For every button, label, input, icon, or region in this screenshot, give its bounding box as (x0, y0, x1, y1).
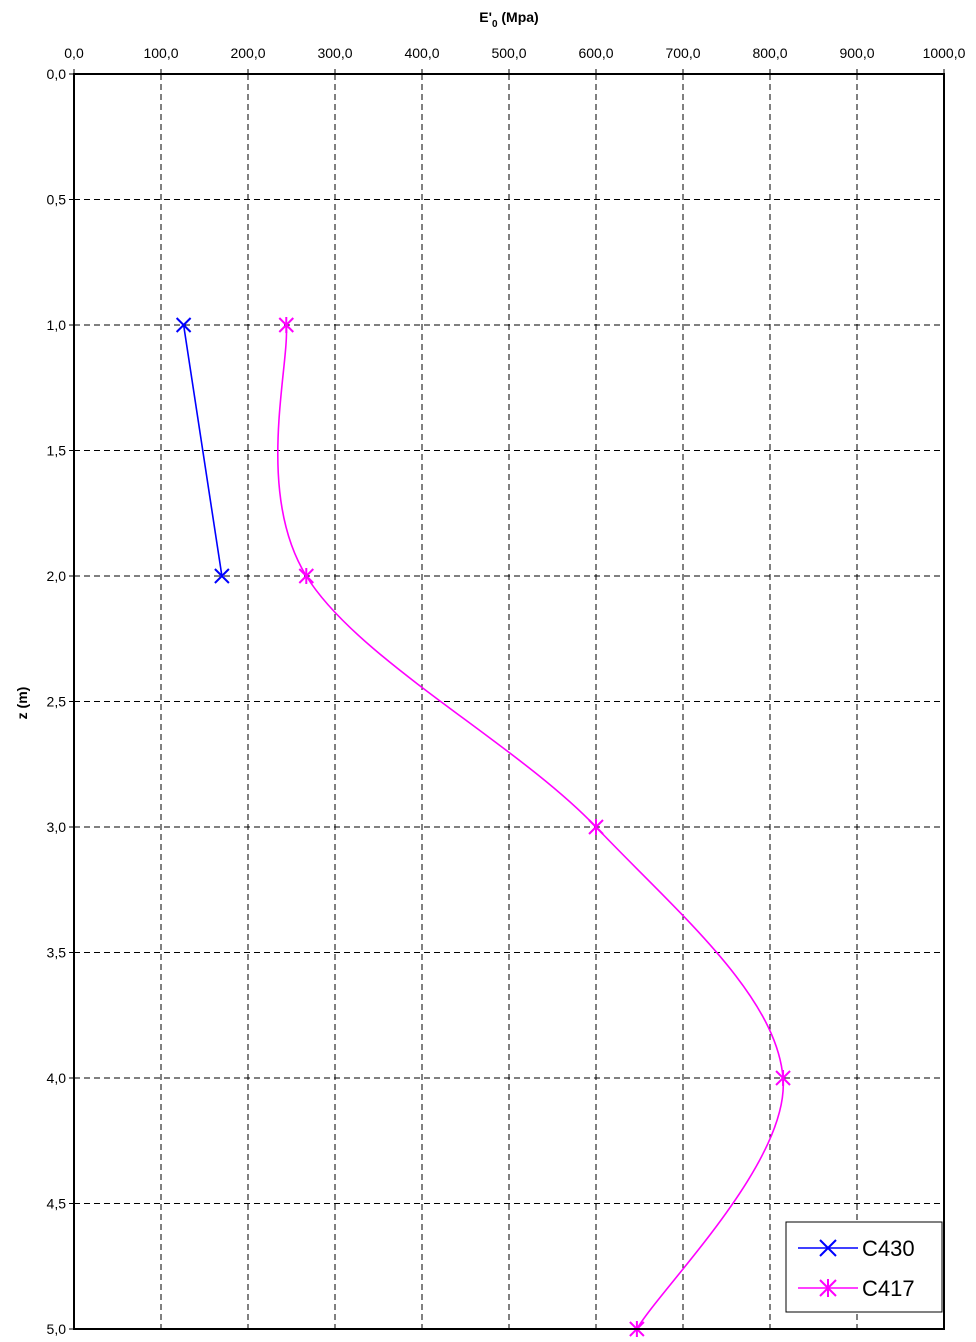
plot-frame (73, 73, 945, 1330)
grid (74, 74, 944, 1329)
x-tick-label: 700,0 (665, 45, 700, 61)
x-tick-label: 100,0 (143, 45, 178, 61)
data-point (819, 1239, 837, 1257)
y-tick-label: 3,0 (47, 819, 67, 835)
y-tick-label: 2,0 (47, 568, 67, 584)
y-tick-label: 5,0 (47, 1321, 67, 1337)
x-tick-label: 600,0 (578, 45, 613, 61)
data-point (588, 819, 604, 835)
legend-label: C430 (862, 1236, 915, 1261)
legend-label: C417 (862, 1276, 915, 1301)
x-tick-label: 300,0 (317, 45, 352, 61)
x-axis-title-unit: (Mpa) (498, 9, 539, 25)
x-tick-label: 900,0 (839, 45, 874, 61)
data-point (214, 568, 230, 584)
y-tick-label: 2,5 (47, 694, 67, 710)
legend: C430 C417 (785, 1221, 943, 1313)
data-point (298, 568, 314, 584)
x-tick-label: 1000,0 (923, 45, 966, 61)
y-ticks: 0,0 0,5 1,0 1,5 2,0 2,5 3,0 3,5 4,0 4,5 5,0 (47, 66, 74, 1337)
marker-stroke (214, 568, 230, 584)
legend-box (785, 1221, 943, 1313)
x-tick-label: 200,0 (230, 45, 265, 61)
data-point (278, 317, 294, 333)
x-axis-title-subscript: 0 (492, 19, 498, 30)
x-tick-label: 400,0 (404, 45, 439, 61)
y-tick-label: 3,5 (47, 945, 67, 961)
x-axis-title-main: E' (479, 9, 492, 25)
x-tick-label: 500,0 (491, 45, 526, 61)
series (175, 317, 791, 1337)
y-tick-label: 4,5 (47, 1196, 67, 1212)
y-tick-label: 4,0 (47, 1070, 67, 1086)
y-tick-label: 1,5 (47, 443, 67, 459)
data-point (175, 317, 192, 333)
data-point (819, 1279, 837, 1297)
data-point (775, 1070, 791, 1086)
y-tick-label: 0,5 (47, 192, 67, 208)
x-ticks: 0,0 100,0 200,0 300,0 400,0 500,0 600,0 700,0 80… (64, 45, 966, 74)
x-axis-title: E'0 (Mpa) (479, 9, 538, 30)
marker-stroke (175, 317, 192, 333)
y-tick-label: 1,0 (47, 317, 67, 333)
y-axis-title: z (m) (14, 687, 30, 720)
x-tick-label: 800,0 (752, 45, 787, 61)
marker-stroke (819, 1239, 837, 1257)
series-line-C430 (182, 324, 223, 577)
x-tick-label: 0,0 (64, 45, 84, 61)
y-tick-label: 0,0 (47, 66, 67, 82)
